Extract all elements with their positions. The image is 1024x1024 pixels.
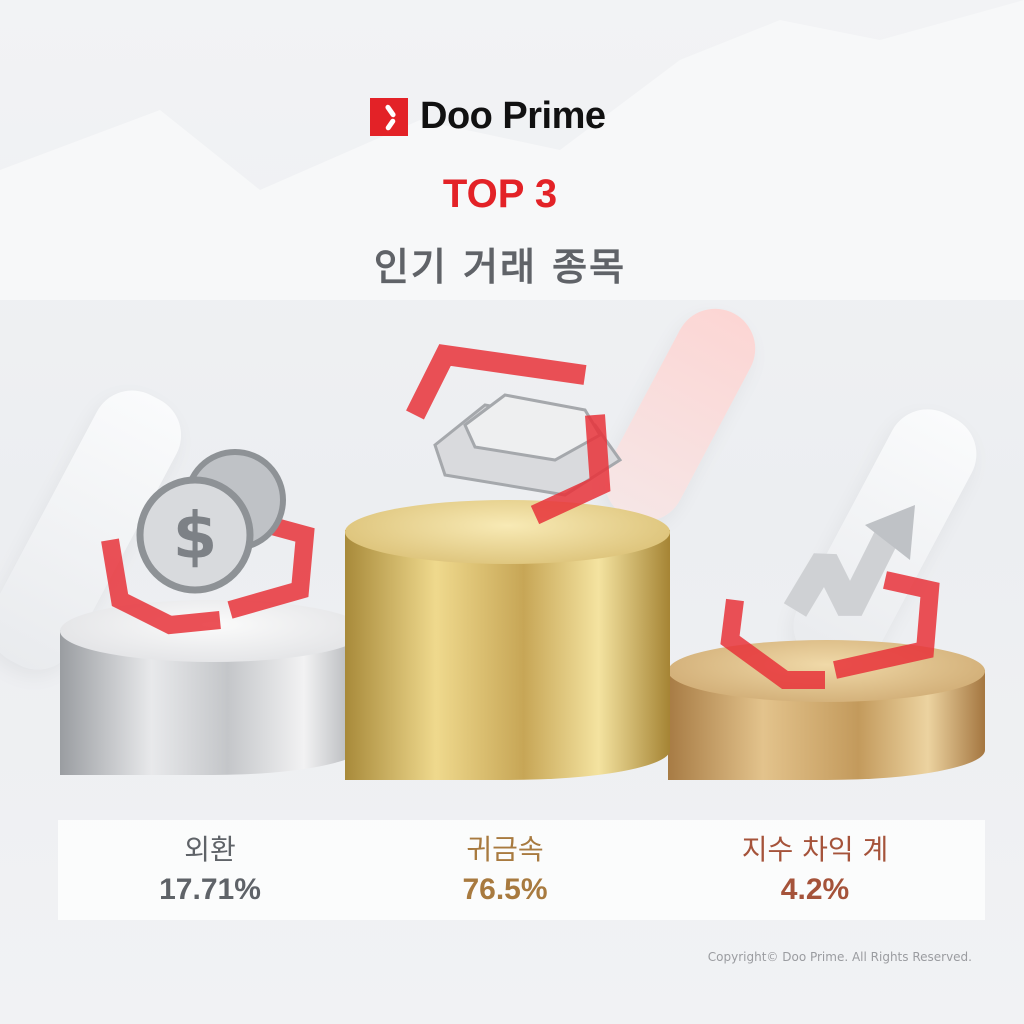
podium-gold — [345, 500, 670, 780]
podium-bronze — [668, 640, 985, 780]
ranking-value: 17.71% — [159, 873, 261, 906]
brand-name: Doo Prime — [420, 95, 606, 137]
subtitle: 인기 거래 종목 — [373, 245, 627, 289]
svg-text:$: $ — [173, 500, 218, 574]
ranking-label: 외환 — [184, 833, 236, 866]
ranking-item-metals: 귀금속 76.5% — [355, 830, 655, 910]
trend-arrow-icon — [720, 505, 940, 689]
ranking-item-forex: 외환 17.71% — [60, 830, 360, 910]
ranking-label: 지수 차익 계 — [741, 833, 889, 866]
gold-bars-icon — [406, 344, 623, 525]
ranking-label: 귀금속 — [466, 833, 544, 866]
ranking-value: 76.5% — [462, 873, 548, 906]
mountain-backdrop — [0, 0, 1024, 300]
podium-silver — [60, 600, 365, 775]
coin-dollar-icon: $ — [101, 449, 315, 635]
brand-logo: Doo Prime — [370, 95, 606, 138]
ranking-item-indices: 지수 차익 계 4.2% — [665, 830, 965, 910]
ranking-value: 4.2% — [780, 873, 850, 906]
headline: TOP 3 — [442, 172, 558, 216]
copyright: Copyright© Doo Prime. All Rights Reserve… — [707, 950, 972, 964]
results-panel — [58, 820, 985, 920]
doo-prime-logo-icon — [370, 97, 408, 136]
